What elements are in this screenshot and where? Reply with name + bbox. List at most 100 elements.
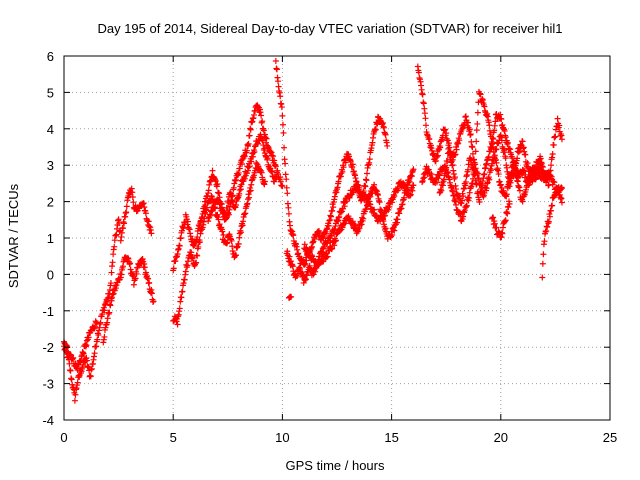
data-point: [511, 164, 518, 171]
data-point: [118, 229, 125, 236]
series-track: [170, 102, 279, 274]
data-point: [111, 243, 118, 250]
data-point: [443, 164, 450, 171]
series-track: [61, 185, 155, 404]
data-point: [490, 214, 497, 221]
data-point: [465, 119, 472, 126]
data-point: [473, 127, 480, 134]
data-point: [80, 350, 87, 357]
data-point: [332, 237, 339, 244]
data-point: [104, 315, 111, 322]
y-axis-ticks: -4 -3 -2 -1 0 1 2 3 4 5 6: [42, 49, 610, 428]
data-point: [324, 253, 331, 260]
data-point: [214, 180, 221, 187]
x-tick-label: 15: [384, 430, 398, 445]
data-point: [516, 187, 523, 194]
data-point: [522, 151, 529, 158]
data-point: [101, 307, 108, 314]
data-point: [510, 159, 517, 166]
data-point: [364, 202, 371, 209]
data-point: [502, 134, 509, 141]
data-point: [549, 151, 556, 158]
data-point: [232, 252, 239, 259]
data-point: [235, 241, 242, 248]
data-point: [283, 184, 290, 191]
data-point: [196, 239, 203, 246]
data-point: [180, 225, 187, 232]
data-point: [224, 239, 231, 246]
data-point: [468, 157, 475, 164]
data-point: [539, 274, 546, 281]
data-point: [456, 137, 463, 144]
data-point: [506, 179, 513, 186]
data-point: [188, 249, 195, 256]
data-point: [473, 181, 480, 188]
data-point: [471, 165, 478, 172]
data-point: [281, 144, 288, 151]
data-point: [479, 184, 486, 191]
y-axis-label: SDTVAR / TECUs: [6, 183, 21, 288]
data-point: [493, 146, 500, 153]
data-point: [415, 69, 422, 76]
data-point: [279, 112, 286, 119]
data-point: [421, 110, 428, 117]
data-point: [282, 160, 289, 167]
data-point: [472, 170, 479, 177]
data-point: [443, 130, 450, 137]
data-point: [474, 109, 481, 116]
data-point: [107, 302, 114, 309]
data-point: [194, 252, 201, 259]
series-track: [205, 131, 286, 225]
data-point: [558, 185, 565, 192]
data-point: [522, 171, 529, 178]
data-point: [182, 268, 189, 275]
data-point: [534, 170, 541, 177]
data-point: [519, 198, 526, 205]
data-point: [174, 321, 181, 328]
data-point: [284, 190, 291, 197]
y-tick-label: 6: [47, 49, 54, 64]
data-point: [549, 202, 556, 209]
y-tick-label: 4: [47, 122, 54, 137]
data-point: [285, 204, 292, 211]
data-point: [407, 191, 414, 198]
data-point: [485, 153, 492, 160]
data-point: [271, 157, 278, 164]
data-point: [72, 391, 79, 398]
data-point: [108, 269, 115, 276]
data-point: [451, 174, 458, 181]
data-point: [498, 115, 505, 122]
data-point: [106, 309, 113, 316]
data-point: [391, 227, 398, 234]
data-point: [410, 166, 417, 173]
data-point: [224, 205, 231, 212]
data-point: [331, 242, 338, 249]
data-point: [129, 193, 136, 200]
y-tick-label: -1: [42, 304, 54, 319]
data-point: [280, 129, 287, 136]
series-track: [436, 111, 548, 207]
data-point: [486, 122, 493, 129]
data-point: [453, 146, 460, 153]
data-point: [395, 187, 402, 194]
data-point: [506, 200, 513, 207]
data-point: [459, 197, 466, 204]
data-point: [541, 238, 548, 245]
data-point: [504, 139, 511, 146]
data-point: [358, 221, 365, 228]
data-point: [101, 333, 108, 340]
data-point: [372, 126, 379, 133]
y-tick-label: 1: [47, 231, 54, 246]
data-point: [476, 198, 483, 205]
data-point: [474, 120, 481, 127]
y-tick-label: 3: [47, 158, 54, 173]
data-point: [369, 189, 376, 196]
data-point: [556, 122, 563, 129]
data-point: [376, 199, 383, 206]
data-point: [302, 260, 309, 267]
data-point: [141, 264, 148, 271]
data-point: [502, 217, 509, 224]
data-point: [460, 213, 467, 220]
data-point: [241, 153, 248, 160]
